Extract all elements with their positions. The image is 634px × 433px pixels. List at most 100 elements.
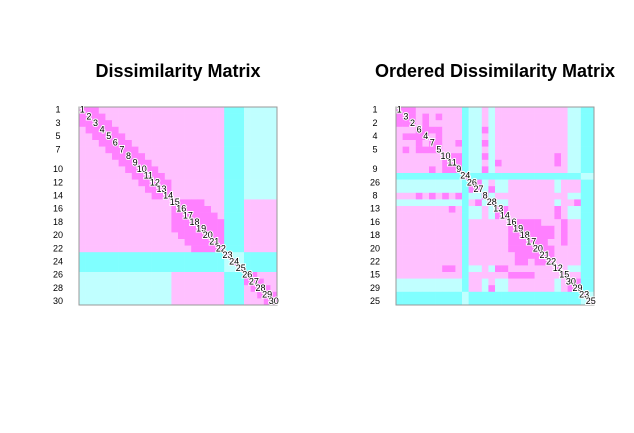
- cell: [178, 298, 185, 306]
- cell: [462, 206, 469, 213]
- diagonal-label: 9: [133, 157, 138, 167]
- cell: [488, 278, 496, 286]
- cell: [178, 245, 185, 253]
- cell: [197, 120, 205, 128]
- cell: [244, 120, 251, 128]
- cell: [455, 126, 463, 134]
- y-tick-label: 3: [55, 118, 60, 128]
- cell: [481, 232, 489, 240]
- cell: [178, 146, 185, 154]
- cell: [244, 159, 251, 167]
- cell: [164, 173, 172, 180]
- cell: [508, 298, 516, 306]
- cell: [164, 258, 172, 266]
- cell: [534, 265, 542, 273]
- cell: [217, 179, 225, 187]
- cell: [197, 225, 205, 233]
- cell: [501, 186, 509, 194]
- cell: [468, 140, 476, 147]
- cell: [415, 179, 423, 187]
- cell: [191, 166, 199, 174]
- cell: [448, 192, 456, 200]
- diagonal-label: 30: [269, 296, 279, 306]
- cell: [211, 232, 218, 240]
- cell: [98, 153, 106, 161]
- cell: [145, 206, 152, 213]
- cell: [184, 265, 192, 273]
- cell: [422, 239, 430, 246]
- cell: [587, 186, 595, 194]
- cell: [151, 133, 159, 141]
- cell: [462, 291, 469, 299]
- cell: [409, 291, 417, 299]
- cell: [105, 206, 113, 213]
- cell: [237, 278, 245, 286]
- cell: [118, 265, 126, 273]
- cell: [98, 120, 106, 128]
- cell: [118, 186, 126, 194]
- cell: [118, 153, 126, 161]
- cell: [211, 113, 218, 121]
- cell: [547, 206, 555, 213]
- cell: [481, 245, 489, 253]
- cell: [270, 239, 278, 246]
- cell: [429, 278, 436, 286]
- cell: [488, 219, 496, 227]
- cell: [574, 258, 582, 266]
- cell: [257, 159, 265, 167]
- cell: [435, 199, 443, 207]
- cell: [501, 272, 509, 279]
- cell: [145, 291, 152, 299]
- cell: [263, 206, 271, 213]
- cell: [138, 199, 146, 207]
- cell: [514, 107, 522, 114]
- cell: [263, 199, 271, 207]
- cell: [85, 140, 93, 147]
- cell: [85, 219, 93, 227]
- cell: [197, 258, 205, 266]
- cell: [237, 107, 245, 114]
- cell: [191, 219, 199, 227]
- cell: [118, 232, 126, 240]
- cell: [547, 245, 555, 253]
- cell: [587, 278, 595, 286]
- cell: [211, 258, 218, 266]
- cell: [521, 265, 529, 273]
- cell: [98, 192, 106, 200]
- cell: [495, 153, 502, 161]
- cell: [547, 107, 555, 114]
- cell: [488, 265, 496, 273]
- cell: [508, 159, 516, 167]
- cell: [151, 166, 159, 174]
- cell: [468, 219, 476, 227]
- cell: [567, 140, 575, 147]
- cell: [521, 146, 529, 154]
- cell: [158, 166, 166, 174]
- cell: [224, 219, 232, 227]
- cell: [204, 120, 212, 128]
- cell: [204, 278, 212, 286]
- cell: [131, 192, 139, 200]
- cell: [125, 140, 133, 147]
- cell: [514, 192, 522, 200]
- cell: [587, 225, 595, 233]
- cell: [211, 278, 218, 286]
- cell: [574, 265, 582, 273]
- cell: [415, 199, 423, 207]
- cell: [488, 173, 496, 180]
- cell: [462, 146, 469, 154]
- y-tick-label: 30: [53, 296, 63, 306]
- cell: [455, 258, 463, 266]
- cell: [112, 252, 119, 260]
- cell: [481, 140, 489, 147]
- cell: [250, 298, 258, 306]
- cell: [521, 272, 529, 279]
- cell: [98, 285, 106, 293]
- cell: [475, 212, 483, 220]
- cell: [396, 298, 403, 306]
- cell: [197, 186, 205, 194]
- cell: [574, 291, 582, 299]
- cell: [567, 186, 575, 194]
- cell: [475, 166, 483, 174]
- cell: [462, 126, 469, 134]
